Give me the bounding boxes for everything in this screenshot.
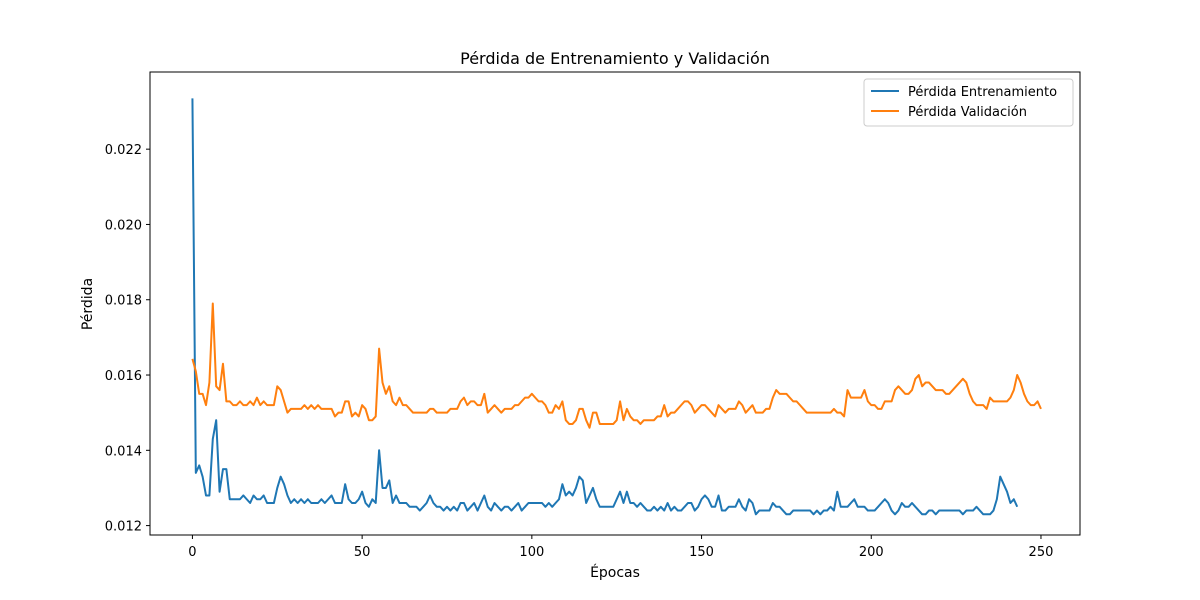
x-axis-label: Épocas — [590, 564, 640, 581]
x-tick-label: 200 — [859, 545, 884, 560]
series-line-validation — [191, 302, 1042, 429]
y-tick-label: 0.016 — [105, 369, 142, 384]
y-tick-label: 0.012 — [105, 520, 142, 535]
legend-label-train: Pérdida Entrenamiento — [908, 85, 1057, 100]
plot-series-group — [191, 98, 1042, 516]
chart-title: Pérdida de Entrenamiento y Validación — [460, 49, 770, 68]
x-tick-label: 100 — [519, 545, 544, 560]
x-tick-label: 150 — [689, 545, 714, 560]
x-axis-ticks: 0 50 100 150 200 250 — [188, 535, 1053, 560]
y-axis-label: Pérdida — [80, 278, 96, 330]
series-line-train — [191, 98, 1019, 516]
legend-label-validation: Pérdida Validación — [908, 105, 1027, 120]
legend-box — [863, 78, 1074, 127]
x-tick-label: 50 — [354, 545, 371, 560]
x-tick-label: 250 — [1029, 545, 1054, 560]
y-tick-label: 0.022 — [105, 143, 142, 158]
x-tick-label: 0 — [188, 545, 196, 560]
plot-frame — [149, 71, 1081, 536]
y-tick-label: 0.018 — [105, 294, 142, 309]
legend: Pérdida Entrenamiento Pérdida Validación — [863, 78, 1074, 127]
y-tick-label: 0.020 — [105, 218, 142, 233]
y-axis-ticks: 0.012 0.014 0.016 0.018 0.020 0.022 — [105, 143, 150, 535]
y-tick-label: 0.014 — [105, 444, 142, 459]
